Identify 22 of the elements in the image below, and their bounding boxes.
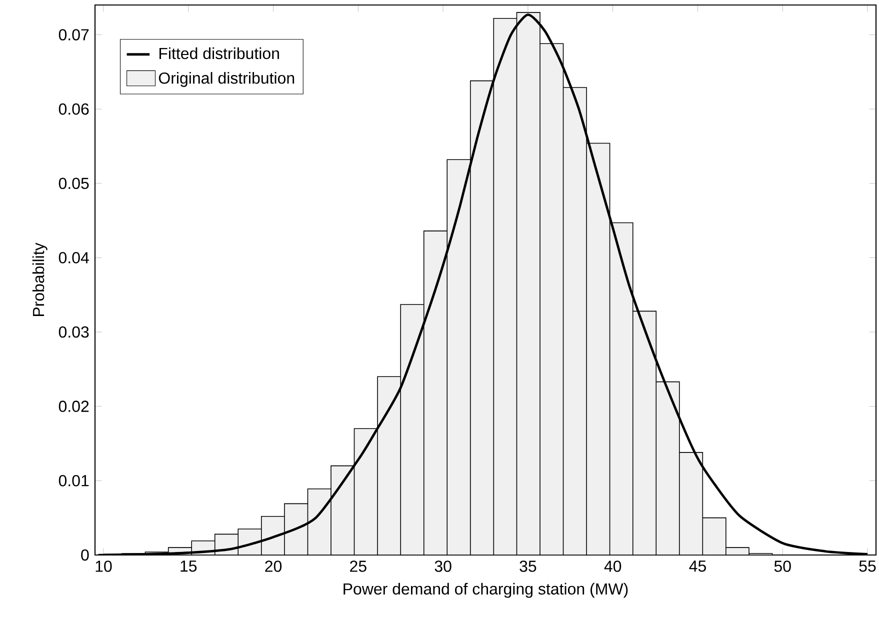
x-tick-label: 30 [434,560,452,572]
x-tick-label: 55 [859,560,876,572]
x-tick-label: 50 [774,560,791,572]
x-tick-label: 15 [180,560,197,572]
legend-label: Original distribution [158,72,294,87]
x-tick-label: 25 [350,560,366,572]
y-tick-label: 0.05 [58,178,89,190]
y-tick-label: 0.03 [58,326,89,338]
y-axis-title: Probability [32,242,48,316]
x-tick-label: 45 [689,560,706,572]
y-tick-label: 0.07 [58,29,89,40]
x-tick-label: 20 [265,560,282,572]
y-tick-label: 0.06 [58,103,89,115]
x-tick-label: 10 [96,560,112,572]
legend-label: Fitted distribution [160,47,279,60]
y-tick-label: 0 [81,549,89,561]
y-tick-label: 0.01 [58,475,89,486]
y-tick-label: 0.02 [58,400,89,412]
x-tick-label: 40 [604,560,622,572]
x-axis-title: Power demand of charging station (MW) [344,582,628,598]
y-tick-label: 0.04 [58,252,89,264]
x-tick-label: 35 [520,560,536,572]
